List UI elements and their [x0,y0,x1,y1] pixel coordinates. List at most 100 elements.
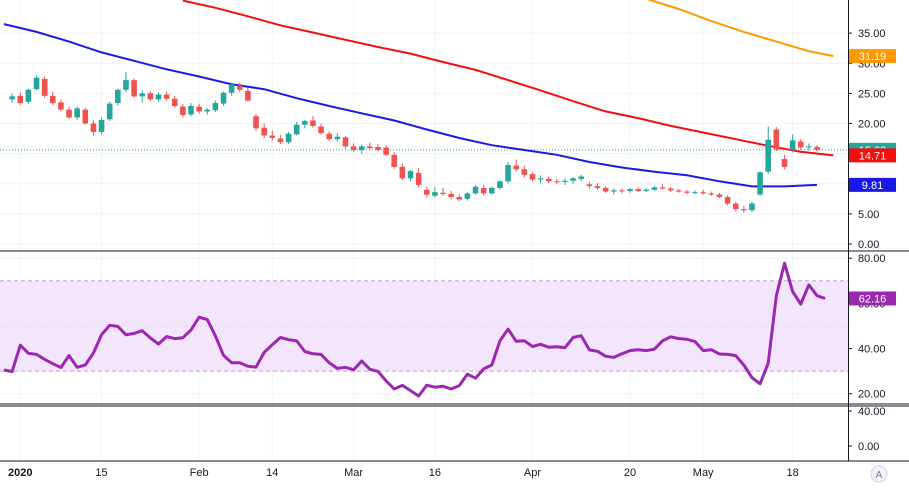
candle-up[interactable] [302,119,308,129]
candle-up[interactable] [212,100,219,113]
candle-up[interactable] [651,186,658,191]
candle-down[interactable] [635,187,641,193]
candle-up[interactable] [806,143,812,151]
candle-up[interactable] [562,178,568,185]
auto-scale-circle[interactable] [870,465,888,483]
candle-up[interactable] [220,91,227,106]
time-axis-label[interactable]: Mar [344,467,363,479]
candle-down[interactable] [781,154,788,170]
candle-up[interactable] [789,134,796,153]
candle-down[interactable] [375,143,381,152]
candle-down[interactable] [342,136,349,149]
time-axis-label[interactable]: 20 [624,467,636,479]
candle-up[interactable] [139,90,146,103]
candle-down[interactable] [716,192,723,199]
candle-up[interactable] [570,177,576,184]
time-axis[interactable]: 2020 15 Feb 14 Mar 16 Apr 20 May 18 [8,467,799,479]
candle-down[interactable] [383,145,389,157]
candle-down[interactable] [667,186,674,193]
candle-down[interactable] [586,181,593,189]
candle-down[interactable] [554,178,560,185]
candle-up[interactable] [98,117,105,135]
candle-down[interactable] [58,99,64,112]
candle-down[interactable] [171,95,178,108]
candle-down[interactable] [90,120,97,136]
rsi-line[interactable] [3,261,826,398]
candle-up[interactable] [358,144,365,154]
time-axis-label[interactable]: 14 [266,467,278,479]
candle-up[interactable] [643,188,650,193]
candle-up[interactable] [432,187,438,197]
candle-up[interactable] [155,92,162,102]
candle-down[interactable] [147,90,154,102]
candle-up[interactable] [497,180,503,190]
candle-down[interactable] [245,87,251,102]
candle-up[interactable] [123,71,129,93]
candle-up[interactable] [757,171,763,196]
candle-down[interactable] [277,134,284,144]
candle-down[interactable] [741,206,747,213]
candle-down[interactable] [545,176,552,184]
time-axis-label[interactable]: Apr [524,467,541,479]
time-axis-label[interactable]: May [693,467,714,479]
candle-down[interactable] [513,159,519,172]
candle-down[interactable] [724,195,731,206]
candle-down[interactable] [180,104,186,118]
candle-up[interactable] [228,82,235,96]
rsi-indicator[interactable] [3,261,826,398]
candle-up[interactable] [749,201,755,213]
candle-up[interactable] [74,106,80,120]
candle-down[interactable] [773,127,780,152]
candle-down[interactable] [675,188,682,193]
candle-up[interactable] [610,188,617,195]
candle-down[interactable] [391,152,398,169]
candle-down[interactable] [82,107,89,125]
candle-down[interactable] [49,91,56,105]
candle-down[interactable] [423,186,430,198]
candle-down[interactable] [521,165,528,178]
candle-down[interactable] [399,163,406,181]
candle-down[interactable] [196,103,202,114]
candle-down[interactable] [602,186,609,193]
candle-up[interactable] [464,192,471,201]
candle-down[interactable] [732,201,739,212]
candle-down[interactable] [814,145,820,152]
candle-up[interactable] [285,131,292,144]
candle-down[interactable] [456,193,463,202]
candlesticks[interactable] [9,71,820,213]
candle-down[interactable] [480,184,487,196]
candle-up[interactable] [204,107,211,115]
candle-up[interactable] [115,88,121,106]
candle-down[interactable] [318,123,324,135]
candle-up[interactable] [765,126,772,175]
time-axis-label[interactable]: Feb [190,467,209,479]
candle-up[interactable] [537,175,544,184]
candle-down[interactable] [797,139,804,150]
candle-up[interactable] [472,184,479,195]
candle-up[interactable] [489,186,495,195]
candle-down[interactable] [17,92,24,105]
candle-up[interactable] [33,75,40,91]
candle-up[interactable] [106,101,113,122]
candle-down[interactable] [619,188,625,194]
candle-up[interactable] [578,174,585,182]
candle-down[interactable] [350,143,357,152]
candle-up[interactable] [293,121,300,136]
candle-down[interactable] [659,184,666,190]
auto-scale-button[interactable]: A [870,465,888,483]
candle-down[interactable] [326,131,332,141]
candle-up[interactable] [9,93,15,104]
time-axis-label[interactable]: 15 [95,467,107,479]
candle-down[interactable] [66,106,72,119]
candle-down[interactable] [253,113,259,131]
candle-down[interactable] [236,82,243,93]
candle-down[interactable] [269,130,276,141]
candle-down[interactable] [448,190,454,200]
candle-up[interactable] [505,162,511,184]
time-axis-label[interactable]: 18 [786,467,798,479]
candle-down[interactable] [708,191,715,196]
candle-down[interactable] [261,123,267,138]
time-axis-label[interactable]: 2020 [8,467,32,479]
candle-up[interactable] [334,133,341,142]
candle-up[interactable] [188,103,194,117]
